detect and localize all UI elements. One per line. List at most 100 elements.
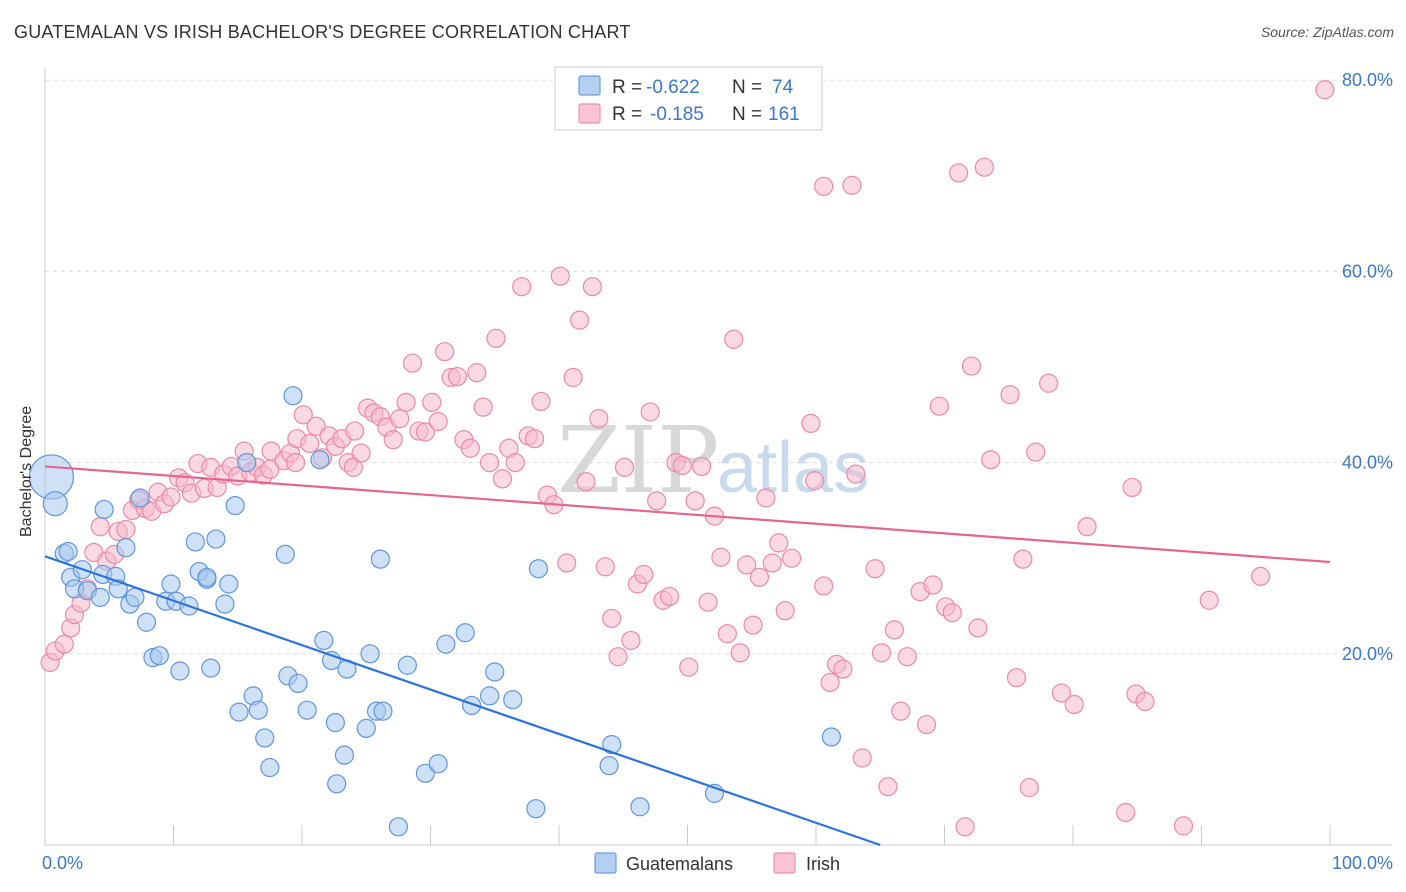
guatemalan-point bbox=[528, 559, 549, 579]
guatemalan-point bbox=[397, 655, 417, 675]
series-legend: Guatemalans Irish bbox=[594, 852, 840, 874]
irish-point bbox=[814, 576, 834, 596]
guatemalan-point bbox=[821, 727, 842, 747]
irish-point bbox=[1019, 778, 1039, 798]
guatemalan-point bbox=[455, 623, 475, 643]
guatemalan-point bbox=[283, 386, 303, 406]
irish-point bbox=[679, 657, 699, 677]
irish-point bbox=[955, 817, 975, 837]
guatemalan-point bbox=[237, 453, 257, 473]
bottom-legend-swatch-guatemalans bbox=[594, 852, 617, 874]
irish-point bbox=[1064, 694, 1084, 715]
irish-point bbox=[640, 402, 660, 422]
guatemalan-point bbox=[297, 700, 317, 720]
guatemalan-point bbox=[485, 662, 505, 682]
irish-point bbox=[1051, 683, 1072, 703]
irish-point bbox=[1199, 590, 1219, 610]
irish-points bbox=[40, 80, 1335, 837]
irish-point bbox=[467, 363, 487, 383]
irish-point bbox=[974, 157, 994, 177]
chart-title: GUATEMALAN VS IRISH BACHELOR'S DEGREE CO… bbox=[14, 22, 631, 42]
irish-point bbox=[916, 714, 937, 735]
irish-point bbox=[852, 748, 872, 768]
guatemalan-point bbox=[480, 686, 500, 706]
irish-point bbox=[306, 416, 326, 436]
legend-n-value-guatemalans: 74 bbox=[772, 77, 794, 98]
guatemalan-points bbox=[28, 386, 842, 837]
irish-point bbox=[743, 615, 763, 635]
irish-point bbox=[1006, 668, 1027, 688]
irish-point bbox=[293, 405, 313, 425]
grid-lines bbox=[45, 79, 1392, 655]
irish-point bbox=[415, 422, 435, 442]
y-tick-label: 80.0% bbox=[1342, 70, 1393, 90]
irish-point bbox=[717, 624, 737, 644]
guatemalan-point bbox=[327, 774, 347, 794]
irish-point bbox=[685, 491, 705, 511]
irish-point bbox=[563, 367, 583, 388]
irish-point bbox=[781, 548, 802, 568]
legend-n-label-2: N = bbox=[732, 104, 762, 125]
irish-point bbox=[602, 608, 622, 629]
irish-point bbox=[634, 564, 654, 585]
irish-point bbox=[480, 453, 500, 473]
irish-point bbox=[383, 430, 403, 450]
irish-point bbox=[692, 456, 712, 477]
irish-point bbox=[402, 353, 423, 373]
y-tick-label: 60.0% bbox=[1342, 261, 1393, 281]
guatemalan-point bbox=[275, 544, 295, 564]
guatemalan-point bbox=[136, 612, 157, 632]
irish-point bbox=[801, 413, 821, 434]
tick-labels: 20.0% 40.0% 60.0% 80.0% 0.0% 100.0% bbox=[42, 70, 1393, 873]
legend-swatch-irish bbox=[578, 103, 601, 124]
guatemalan-point bbox=[360, 644, 380, 664]
irish-point bbox=[1122, 477, 1142, 498]
guatemalan-point bbox=[149, 646, 169, 666]
irish-point bbox=[460, 438, 480, 458]
irish-point bbox=[698, 592, 718, 612]
irish-point bbox=[833, 659, 853, 679]
guatemalan-point bbox=[428, 754, 448, 774]
irish-point bbox=[428, 411, 448, 432]
legend-r-value-irish: -0.185 bbox=[650, 104, 704, 125]
stats-legend: R = -0.622 N = 74 R = -0.185 N = 161 bbox=[554, 66, 823, 131]
irish-point bbox=[1013, 549, 1033, 569]
irish-point bbox=[923, 575, 943, 595]
guatemalan-point bbox=[90, 587, 110, 607]
irish-point bbox=[1135, 691, 1155, 712]
irish-point bbox=[1315, 80, 1335, 100]
irish-point bbox=[1173, 816, 1194, 836]
irish-point bbox=[724, 329, 744, 349]
irish-point bbox=[512, 277, 532, 297]
irish-point bbox=[550, 266, 570, 286]
irish-point bbox=[589, 409, 609, 429]
irish-point bbox=[711, 547, 731, 567]
guatemalan-point bbox=[201, 658, 221, 678]
irish-point bbox=[435, 342, 455, 362]
irish-point bbox=[1251, 566, 1271, 586]
irish-point bbox=[981, 450, 1001, 470]
legend-n-label-1: N = bbox=[732, 77, 762, 98]
irish-point bbox=[769, 533, 789, 553]
irish-point bbox=[865, 559, 885, 579]
irish-point bbox=[492, 469, 513, 489]
irish-point bbox=[576, 472, 596, 492]
irish-point bbox=[846, 464, 866, 484]
guatemalan-point bbox=[197, 567, 217, 587]
x-tick-label: 0.0% bbox=[42, 853, 83, 873]
irish-point bbox=[749, 567, 770, 587]
guatemalan-point bbox=[356, 718, 376, 738]
irish-trend-line bbox=[44, 465, 1331, 564]
irish-point bbox=[775, 601, 795, 621]
bottom-legend-swatch-irish bbox=[773, 852, 796, 874]
irish-point bbox=[968, 618, 988, 638]
y-axis-label: Bachelor's Degree bbox=[18, 405, 35, 537]
irish-point bbox=[90, 517, 110, 537]
irish-point bbox=[820, 672, 840, 693]
guatemalan-point bbox=[116, 538, 136, 558]
irish-point bbox=[285, 453, 306, 473]
irish-point bbox=[949, 163, 969, 183]
irish-point bbox=[505, 453, 525, 473]
guatemalan-point bbox=[314, 630, 334, 651]
